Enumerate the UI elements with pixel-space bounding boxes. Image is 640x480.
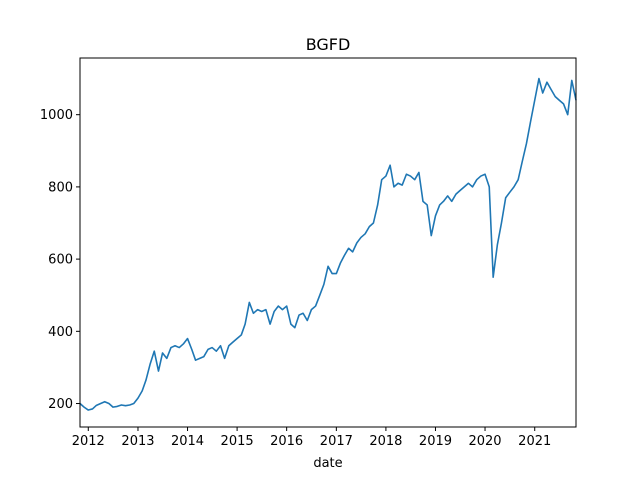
y-axis: 200 400 600 800 1000	[40, 108, 80, 412]
x-tick-label: 2014	[171, 434, 204, 449]
series-line-0	[79, 77, 577, 411]
x-axis-label: date	[313, 456, 342, 471]
x-tick-label: 2013	[121, 434, 154, 449]
x-tick-label: 2019	[419, 434, 452, 449]
y-tick-label: 800	[48, 180, 73, 195]
x-axis: 2012 2013 2014 2015 2016 2017 2018 2019 2020 2021	[72, 427, 551, 449]
x-tick-label: 2018	[369, 434, 402, 449]
plot-area	[79, 77, 577, 411]
chart-title: BGFD	[306, 35, 351, 54]
y-tick-label: 600	[48, 253, 73, 268]
x-tick-label: 2016	[270, 434, 303, 449]
y-tick-label: 400	[48, 325, 73, 340]
x-tick-label: 2012	[72, 434, 105, 449]
y-tick-label: 200	[48, 397, 73, 412]
plot-frame	[79, 57, 577, 428]
x-tick-label: 2015	[221, 434, 254, 449]
x-tick-label: 2017	[320, 434, 353, 449]
x-tick-label: 2020	[468, 434, 501, 449]
y-tick-label: 1000	[40, 108, 73, 123]
x-tick-label: 2021	[518, 434, 551, 449]
